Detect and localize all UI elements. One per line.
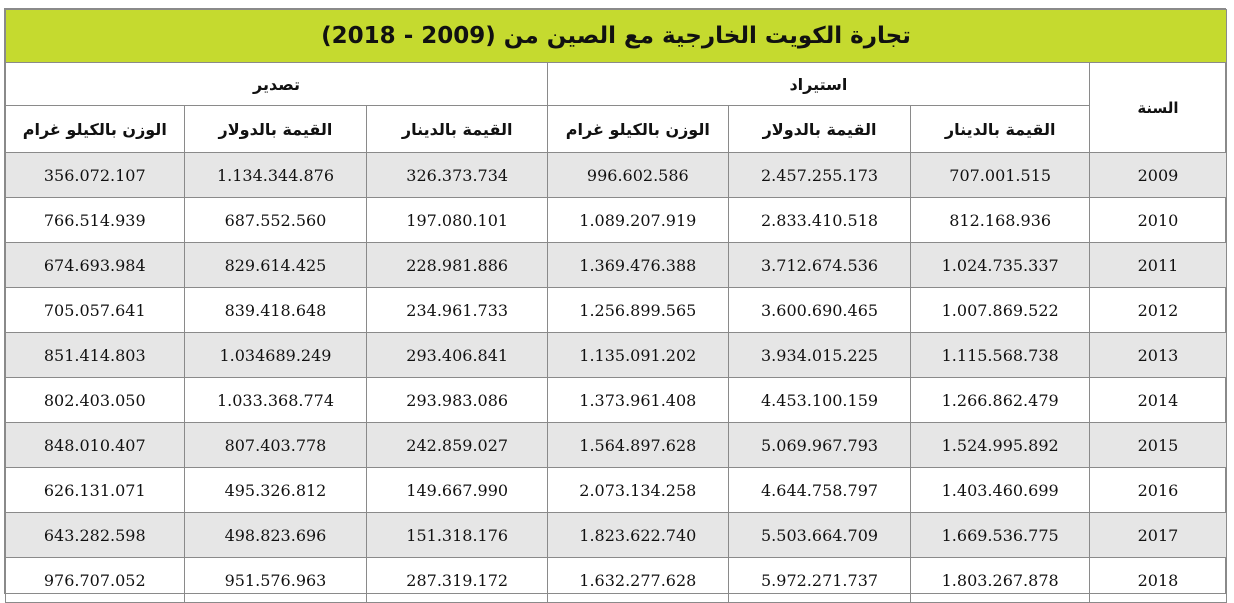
year-cell: 2011 (1088, 242, 1228, 288)
export-dollar-cell: 1.134.344.876 (183, 152, 368, 198)
table-row: 2016 1.403.460.699 4.644.758.797 2.073.1… (5, 467, 1228, 513)
trade-table: تجارة الكويت الخارجية مع الصين من (2009 … (5, 9, 1228, 603)
import-weight-cell: 2.073.134.258 (547, 467, 729, 513)
import-dinar-cell: 812.168.936 (910, 197, 1090, 243)
export-dollar-cell: 839.418.648 (183, 287, 368, 333)
export-dinar-cell: 293.406.841 (366, 332, 548, 378)
import-dollar-cell: 4.644.758.797 (727, 467, 912, 513)
import-weight-cell: 996.602.586 (547, 152, 729, 198)
export-dollar-cell: 498.823.696 (183, 512, 368, 558)
table-row: 2010 812.168.936 2.833.410.518 1.089.207… (5, 197, 1228, 243)
export-dollar-cell: 807.403.778 (183, 422, 368, 468)
export-weight-cell: 851.414.803 (5, 332, 185, 378)
import-group-header: استيراد (547, 62, 1090, 106)
export-dinar-cell: 293.983.086 (366, 377, 548, 423)
year-cell: 2018 (1088, 557, 1228, 603)
year-cell: 2009 (1088, 152, 1228, 198)
export-group-header: تصدير (5, 62, 548, 106)
import-dollar-header: القيمة بالدولار (727, 105, 912, 153)
import-weight-cell: 1.373.961.408 (547, 377, 729, 423)
export-dollar-cell: 951.576.963 (183, 557, 368, 603)
import-dollar-cell: 3.712.674.536 (727, 242, 912, 288)
import-weight-cell: 1.089.207.919 (547, 197, 729, 243)
year-cell: 2016 (1088, 467, 1228, 513)
export-weight-cell: 976.707.052 (5, 557, 185, 603)
export-dinar-cell: 149.667.990 (366, 467, 548, 513)
import-weight-cell: 1.823.622.740 (547, 512, 729, 558)
export-weight-cell: 802.403.050 (5, 377, 185, 423)
export-dollar-header: القيمة بالدولار (183, 105, 368, 153)
export-weight-cell: 766.514.939 (5, 197, 185, 243)
year-cell: 2013 (1088, 332, 1228, 378)
export-dinar-cell: 242.859.027 (366, 422, 548, 468)
export-weight-cell: 674.693.984 (5, 242, 185, 288)
table-row: 2013 1.115.568.738 3.934.015.225 1.135.0… (5, 332, 1228, 378)
year-cell: 2012 (1088, 287, 1228, 333)
table-body: 2009 707.001.515 2.457.255.173 996.602.5… (5, 152, 1228, 603)
import-weight-cell: 1.632.277.628 (547, 557, 729, 603)
table-row: 2012 1.007.869.522 3.600.690.465 1.256.8… (5, 287, 1228, 333)
import-weight-cell: 1.564.897.628 (547, 422, 729, 468)
export-dollar-cell: 687.552.560 (183, 197, 368, 243)
import-weight-header: الوزن بالكيلو غرام (547, 105, 729, 153)
import-dollar-cell: 2.457.255.173 (727, 152, 912, 198)
export-weight-cell: 626.131.071 (5, 467, 185, 513)
year-cell: 2015 (1088, 422, 1228, 468)
import-dinar-header: القيمة بالدينار (910, 105, 1090, 153)
import-weight-cell: 1.256.899.565 (547, 287, 729, 333)
import-dinar-cell: 1.115.568.738 (910, 332, 1090, 378)
year-cell: 2014 (1088, 377, 1228, 423)
import-dinar-cell: 1.403.460.699 (910, 467, 1090, 513)
import-dinar-cell: 1.266.862.479 (910, 377, 1090, 423)
table-row: 2018 1.803.267.878 5.972.271.737 1.632.2… (5, 557, 1228, 603)
table-row: 2009 707.001.515 2.457.255.173 996.602.5… (5, 152, 1228, 198)
import-weight-cell: 1.369.476.388 (547, 242, 729, 288)
export-dollar-cell: 829.614.425 (183, 242, 368, 288)
year-cell: 2017 (1088, 512, 1228, 558)
export-dollar-cell: 1.033.368.774 (183, 377, 368, 423)
import-dinar-cell: 707.001.515 (910, 152, 1090, 198)
export-dinar-cell: 234.961.733 (366, 287, 548, 333)
import-dollar-cell: 3.934.015.225 (727, 332, 912, 378)
import-dollar-cell: 5.069.967.793 (727, 422, 912, 468)
export-dinar-cell: 228.981.886 (366, 242, 548, 288)
table-row: 2017 1.669.536.775 5.503.664.709 1.823.6… (5, 512, 1228, 558)
export-dinar-cell: 151.318.176 (366, 512, 548, 558)
export-dollar-cell: 1.034689.249 (183, 332, 368, 378)
import-dollar-cell: 5.503.664.709 (727, 512, 912, 558)
import-dinar-cell: 1.007.869.522 (910, 287, 1090, 333)
export-weight-cell: 705.057.641 (5, 287, 185, 333)
import-dollar-cell: 5.972.271.737 (727, 557, 912, 603)
table-row: 2014 1.266.862.479 4.453.100.159 1.373.9… (5, 377, 1228, 423)
export-dinar-cell: 197.080.101 (366, 197, 548, 243)
export-weight-cell: 356.072.107 (5, 152, 185, 198)
trade-table-frame: تجارة الكويت الخارجية مع الصين من (2009 … (4, 8, 1228, 603)
table-row: 2015 1.524.995.892 5.069.967.793 1.564.8… (5, 422, 1228, 468)
import-dollar-cell: 3.600.690.465 (727, 287, 912, 333)
export-dinar-cell: 287.319.172 (366, 557, 548, 603)
import-weight-cell: 1.135.091.202 (547, 332, 729, 378)
export-weight-cell: 643.282.598 (5, 512, 185, 558)
import-dinar-cell: 1.803.267.878 (910, 557, 1090, 603)
export-weight-cell: 848.010.407 (5, 422, 185, 468)
import-dollar-cell: 2.833.410.518 (727, 197, 912, 243)
year-header: السنة (1088, 62, 1228, 153)
import-dinar-cell: 1.024.735.337 (910, 242, 1090, 288)
import-dollar-cell: 4.453.100.159 (727, 377, 912, 423)
import-dinar-cell: 1.524.995.892 (910, 422, 1090, 468)
import-dinar-cell: 1.669.536.775 (910, 512, 1090, 558)
export-weight-header: الوزن بالكيلو غرام (5, 105, 185, 153)
table-row: 2011 1.024.735.337 3.712.674.536 1.369.4… (5, 242, 1228, 288)
export-dinar-cell: 326.373.734 (366, 152, 548, 198)
export-dollar-cell: 495.326.812 (183, 467, 368, 513)
year-cell: 2010 (1088, 197, 1228, 243)
table-title: تجارة الكويت الخارجية مع الصين من (2009 … (5, 9, 1227, 63)
export-dinar-header: القيمة بالدينار (366, 105, 548, 153)
